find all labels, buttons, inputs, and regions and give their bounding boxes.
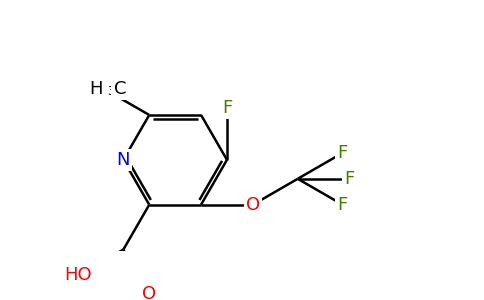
Text: HO: HO xyxy=(65,266,92,284)
Text: C: C xyxy=(114,80,126,98)
Text: O: O xyxy=(142,285,156,300)
Text: O: O xyxy=(246,196,260,214)
Text: F: F xyxy=(337,144,348,162)
Text: H: H xyxy=(89,80,103,98)
Text: F: F xyxy=(337,196,348,214)
Text: N: N xyxy=(117,151,130,169)
Text: 3: 3 xyxy=(107,85,114,98)
Text: F: F xyxy=(345,170,355,188)
Text: F: F xyxy=(222,99,232,117)
